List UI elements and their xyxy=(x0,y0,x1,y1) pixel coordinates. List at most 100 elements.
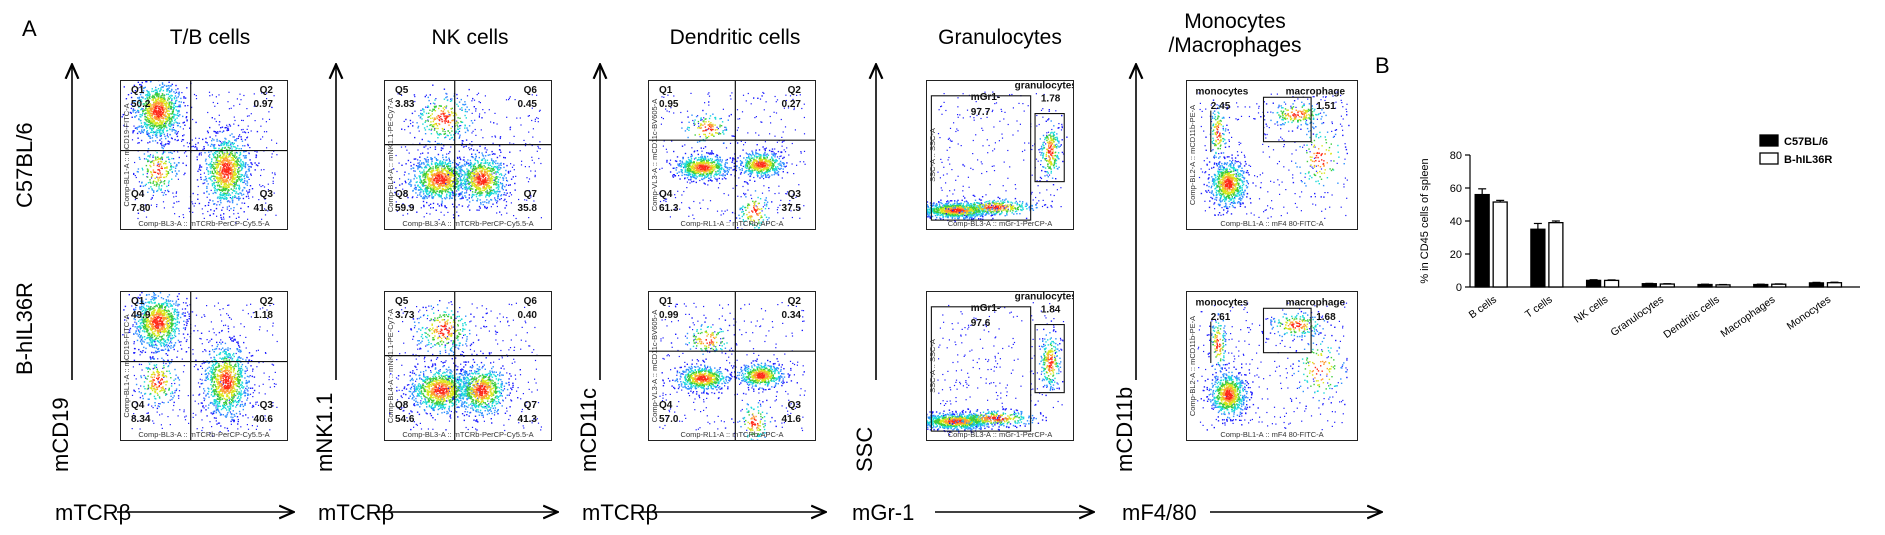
column-title-granulocytes: Granulocytes xyxy=(938,26,1062,49)
x-axis-text: Comp-BL1-A :: mF4 80-FITC-A xyxy=(1220,430,1323,439)
gate-mgr1-neg xyxy=(930,95,1032,221)
y-axis-text: Comp-BL2-A :: mCD11b-PE-A xyxy=(1188,105,1197,205)
y-axis-text: Comp-BL1-A :: mCD19-FITC-A xyxy=(122,103,131,206)
gate-value-q7: 41.3 xyxy=(518,414,538,425)
category-label: Dendritic cells xyxy=(1661,294,1721,341)
flow-plot-nk-hil36r: Q5 3.73 Q6 0.40 Q7 41.3 Q8 54.6 Comp-BL3-A :: mT… xyxy=(384,291,552,441)
gate-value-q3: 40.6 xyxy=(254,414,274,425)
gate-value-q1: 50.2 xyxy=(131,99,151,110)
gate-value-q1: 49.9 xyxy=(131,310,151,321)
gate-label-q1: Q1 xyxy=(131,85,145,96)
y-axis-text: Comp-BL4-A :: mNK1.1-PE-Cy7-A xyxy=(386,98,395,212)
flow-plot-dc-c57: Q1 0.95 Q2 0.27 Q3 37.5 Q4 61.3 Comp-RL1-A :: mT… xyxy=(648,80,816,230)
gate-value-q2: 1.18 xyxy=(254,310,274,321)
flow-events xyxy=(121,81,278,224)
bar-b-hil36r-4 xyxy=(1715,284,1731,288)
flow-plot-dc-hil36r: Q1 0.99 Q2 0.34 Q3 41.6 Q4 57.0 Comp-RL1-A :: mT… xyxy=(648,291,816,441)
y-axis-text: SSC-A :: SSC-A xyxy=(928,128,937,182)
gate-label-granulocytes: granulocytes xyxy=(1015,292,1073,302)
gate-label-q4: Q4 xyxy=(131,400,145,411)
gate-label-q2: Q2 xyxy=(788,85,802,96)
gate-value-q4: 8.34 xyxy=(131,414,151,425)
gate-label-q2: Q2 xyxy=(788,296,802,307)
gate-label-q1: Q1 xyxy=(131,296,145,307)
bar-c57bl-6-2 xyxy=(1585,279,1602,288)
flow-events xyxy=(392,84,542,221)
x-axis-text: Comp-RL1-A :: mTCRb-APC-A xyxy=(681,219,784,228)
x-axis-text: Comp-BL3-A :: mTCRb-PerCP-Cy5.5-A xyxy=(138,219,269,228)
ylabel-mcd11b: mCD11b xyxy=(1112,386,1137,472)
xlabel-mgr1: mGr-1 xyxy=(852,500,915,525)
gate-label-q3: Q3 xyxy=(788,189,802,200)
gate-value-monocytes: 2.45 xyxy=(1211,101,1231,112)
xlabel-mtcrb-3: mTCRβ xyxy=(582,500,659,525)
column-title-dc: Dendritic cells xyxy=(669,26,801,49)
gate-value-q1: 0.99 xyxy=(659,310,679,321)
flow-events xyxy=(1198,91,1350,219)
panel-label-b: B xyxy=(1375,53,1390,78)
gate-label-mgr1-neg: mGr1- xyxy=(971,92,1000,103)
category-label: Macrophages xyxy=(1718,294,1777,340)
xlabel-mtcrb-1: mTCRβ xyxy=(55,500,132,525)
gate-value-q8: 54.6 xyxy=(395,414,415,425)
y-axis-text: Comp-VL3-A :: mCD11c-BV605-A xyxy=(650,99,659,211)
flow-plot-mono-c57: monocytes 2.45 macrophage 1.51 Comp-BL1-A ::… xyxy=(1186,80,1358,230)
gate-label-q5: Q5 xyxy=(395,296,409,307)
gate-value-q5: 3.83 xyxy=(395,99,415,110)
gate-label-q4: Q4 xyxy=(131,189,145,200)
gate-value-q5: 3.73 xyxy=(395,310,415,321)
bar-b-hil36r-2 xyxy=(1603,279,1620,288)
legend-label-1: B-hIL36R xyxy=(1784,154,1832,166)
flow-events xyxy=(122,292,278,437)
gate-label-q3: Q3 xyxy=(788,400,802,411)
gate-value-granulocytes: 1.84 xyxy=(1041,305,1061,316)
bar-c57bl-6-6 xyxy=(1808,282,1825,288)
bar-c57bl-6-1 xyxy=(1530,228,1546,288)
row-label-hil36r: B-hIL36R xyxy=(12,282,37,375)
gate-value-q3: 41.6 xyxy=(254,203,274,214)
gate-label-q3: Q3 xyxy=(260,189,274,200)
ylabel-ssc: SSC xyxy=(852,426,877,472)
column-title-nk: NK cells xyxy=(431,26,509,49)
gate-value-granulocytes: 1.78 xyxy=(1041,94,1061,105)
gate-value-q6: 0.45 xyxy=(518,99,538,110)
bar-b-hil36r-6 xyxy=(1826,282,1843,288)
gate-label-q8: Q8 xyxy=(395,189,409,200)
bar-chart-plot: 0 20 40 60 80 % in CD45 cells of spleen B cell… xyxy=(1419,134,1860,341)
y-tick-label: 20 xyxy=(1450,249,1462,261)
category-label: T cells xyxy=(1523,294,1555,321)
gate-label-q1: Q1 xyxy=(659,85,673,96)
gate-label-q1: Q1 xyxy=(659,296,673,307)
bar-b-hil36r-5 xyxy=(1771,283,1787,288)
gate-granulocytes xyxy=(1034,324,1065,394)
ylabel-mcd19: mCD19 xyxy=(48,397,73,472)
gate-value-q3: 37.5 xyxy=(782,203,802,214)
row-label-c57: C57BL/6 xyxy=(12,122,37,208)
gate-label-q6: Q6 xyxy=(524,85,538,96)
y-axis-text: Comp-BL2-A :: mCD11b-PE-A xyxy=(1188,316,1197,416)
bar-c57bl-6-0 xyxy=(1474,193,1490,288)
bar-b-hil36r-1 xyxy=(1548,222,1564,288)
x-axis-text: Comp-BL3-A :: mGr-1-PerCP-A xyxy=(948,430,1053,439)
gate-label-granulocytes: granulocytes xyxy=(1015,81,1073,91)
flow-events xyxy=(1197,302,1348,431)
y-tick-label: 40 xyxy=(1450,216,1462,228)
gate-macrophage xyxy=(1262,307,1312,354)
gate-label-q5: Q5 xyxy=(395,85,409,96)
gate-value-q2: 0.97 xyxy=(254,99,274,110)
flow-plot-gran-hil36r: mGr1- 97.6 granulocytes 1.84 Comp-BL3-A :: m… xyxy=(926,291,1074,441)
panel-label-a: A xyxy=(22,16,37,41)
x-axis-text: Comp-BL3-A :: mTCRb-PerCP-Cy5.5-A xyxy=(402,219,533,228)
gate-label-q4: Q4 xyxy=(659,400,673,411)
gate-label-q2: Q2 xyxy=(260,296,274,307)
y-tick-label: 0 xyxy=(1456,282,1462,294)
y-tick-label: 80 xyxy=(1450,150,1462,162)
gate-label-q8: Q8 xyxy=(395,400,409,411)
gate-label-q7: Q7 xyxy=(524,400,538,411)
